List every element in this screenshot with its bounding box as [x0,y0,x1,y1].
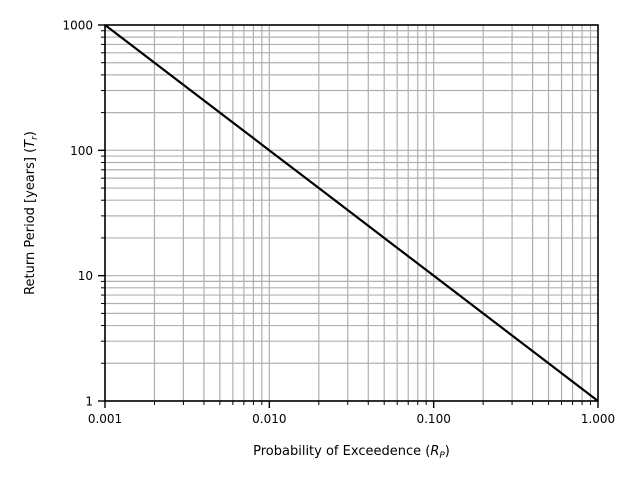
y-axis-label-text: Return Period [years] ( [23,148,38,295]
grid-layer [104,25,598,402]
y-tick-label: 1000 [62,19,93,33]
plot-frame [104,24,599,402]
x-tick-label: 0.100 [416,412,450,426]
x-tick-label: 0.010 [252,412,286,426]
x-axis-label-text: Probability of Exceedence ( [253,444,430,459]
y-tick-label: 100 [70,144,93,158]
x-tick-label: 1.000 [581,412,615,426]
x-axis-label: Probability of Exceedence (RP) [253,444,450,461]
x-tick-label: 0.001 [88,412,122,426]
tick-layer [98,24,599,408]
x-axis-label-close: ) [445,444,450,459]
y-tick-label: 1 [85,395,93,409]
x-axis-label-symbol: R [430,444,439,459]
y-axis-label-symbol: T [23,139,38,148]
y-axis-label: Return Period [years] (Tr) [23,131,40,295]
series-line [104,24,599,402]
label-layer: 0.001 0.010 0.100 1.000 1 10 100 1000 [62,19,615,427]
series-layer [104,24,599,402]
y-axis-label-close: ) [23,131,38,136]
y-axis-label-subscript: r [30,135,40,140]
y-tick-label: 10 [78,269,93,283]
x-axis-label-subscript: P [439,451,445,461]
